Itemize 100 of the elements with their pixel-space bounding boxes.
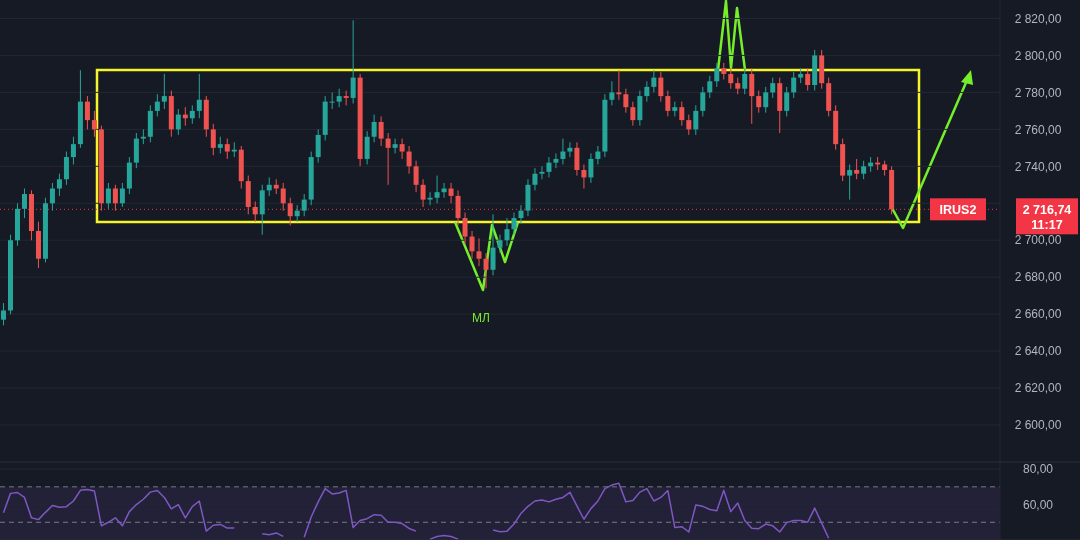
candlestick xyxy=(546,156,552,178)
candlestick xyxy=(609,80,615,106)
candlestick xyxy=(644,80,650,103)
candlestick xyxy=(406,145,412,175)
candlestick xyxy=(364,130,370,165)
candlestick xyxy=(336,88,342,108)
candlestick xyxy=(427,191,433,206)
candlestick xyxy=(490,213,496,276)
candlestick xyxy=(63,151,69,186)
candlestick xyxy=(455,189,461,226)
candlestick xyxy=(434,175,440,204)
candlestick xyxy=(112,184,118,212)
candlestick xyxy=(861,160,867,180)
candlestick xyxy=(1,302,6,326)
candlestick xyxy=(420,178,426,208)
candlestick xyxy=(756,90,762,114)
y-tick-label: 60,00 xyxy=(1022,497,1054,512)
y-tick-label: 2 760,00 xyxy=(1014,122,1062,137)
y-tick-label: 2 620,00 xyxy=(1014,381,1062,396)
candlestick xyxy=(70,136,76,165)
candlestick xyxy=(707,75,713,99)
candlestick xyxy=(441,182,447,199)
candlestick xyxy=(280,182,286,212)
candlestick xyxy=(623,88,629,114)
y-tick-label: 2 820,00 xyxy=(1014,11,1062,26)
candlestick xyxy=(770,77,776,99)
candlestick xyxy=(595,145,601,165)
y-tick-label: 2 660,00 xyxy=(1014,307,1062,322)
candlestick xyxy=(413,160,419,193)
candlestick xyxy=(469,230,475,260)
candlestick xyxy=(476,237,482,267)
candlestick xyxy=(560,138,566,165)
candlestick xyxy=(749,67,755,125)
candlestick xyxy=(497,234,503,254)
y-tick-label: 2 700,00 xyxy=(1014,233,1062,248)
candlestick xyxy=(385,132,391,186)
candlestick xyxy=(189,104,195,125)
candlestick xyxy=(658,71,664,103)
candlestick xyxy=(714,62,720,88)
candlestick xyxy=(224,138,230,160)
candlestick xyxy=(175,108,181,136)
y-tick-label: 2 800,00 xyxy=(1014,48,1062,63)
candlestick xyxy=(805,67,811,92)
candlestick xyxy=(686,114,692,136)
candlestick xyxy=(161,73,167,110)
candlestick xyxy=(742,67,748,95)
candlestick xyxy=(728,67,734,90)
y-tick-label: 2 740,00 xyxy=(1014,159,1062,174)
candlestick xyxy=(854,158,860,180)
candlestick xyxy=(287,197,293,226)
candlestick xyxy=(665,90,671,117)
y-tick-label: 2 600,00 xyxy=(1014,418,1062,433)
candlestick xyxy=(679,101,685,127)
candlestick xyxy=(581,163,587,189)
candlestick xyxy=(301,193,307,217)
candlestick xyxy=(329,91,335,110)
candlestick xyxy=(511,212,517,236)
candlestick xyxy=(378,115,384,147)
candlestick xyxy=(700,86,706,117)
candlestick xyxy=(483,252,489,289)
candlestick xyxy=(518,204,524,225)
candlestick xyxy=(350,19,356,104)
candlestick xyxy=(553,152,559,169)
candlestick xyxy=(784,86,790,117)
candlestick xyxy=(448,182,454,204)
candlestick xyxy=(567,141,573,158)
candlestick xyxy=(56,173,62,197)
candlestick xyxy=(693,104,699,136)
candlestick xyxy=(91,110,97,138)
candlestick xyxy=(392,138,398,154)
annotation: IRUS2 xyxy=(939,202,977,217)
candlestick xyxy=(371,114,377,143)
candlestick xyxy=(532,167,538,191)
y-tick-label: 2 780,00 xyxy=(1014,85,1062,100)
candlestick xyxy=(21,188,27,219)
candlestick xyxy=(630,101,636,127)
candlestick xyxy=(315,128,321,164)
ref-line-label: 2 716,74 xyxy=(1022,202,1072,217)
candlestick xyxy=(847,163,853,201)
candlestick xyxy=(49,182,55,212)
y-tick-label: 80,00 xyxy=(1022,462,1054,477)
text: 11:17 xyxy=(1031,217,1063,232)
candlestick xyxy=(616,69,622,101)
candlestick xyxy=(119,182,125,208)
annotation: МЛ xyxy=(472,311,490,326)
candlestick xyxy=(252,200,258,223)
y-tick-label: 2 680,00 xyxy=(1014,270,1062,285)
candlestick xyxy=(105,182,111,210)
y-tick-label: 2 640,00 xyxy=(1014,344,1062,359)
candlestick xyxy=(399,138,405,160)
candlestick xyxy=(504,217,510,247)
candlestick xyxy=(462,212,468,245)
candlestick xyxy=(763,86,769,114)
candlestick xyxy=(574,141,580,177)
candlestick xyxy=(791,71,797,99)
candlestick xyxy=(539,165,545,180)
candlestick xyxy=(154,93,160,117)
candlestick xyxy=(588,152,594,184)
candlestick xyxy=(196,73,202,119)
candlestick xyxy=(84,95,90,130)
